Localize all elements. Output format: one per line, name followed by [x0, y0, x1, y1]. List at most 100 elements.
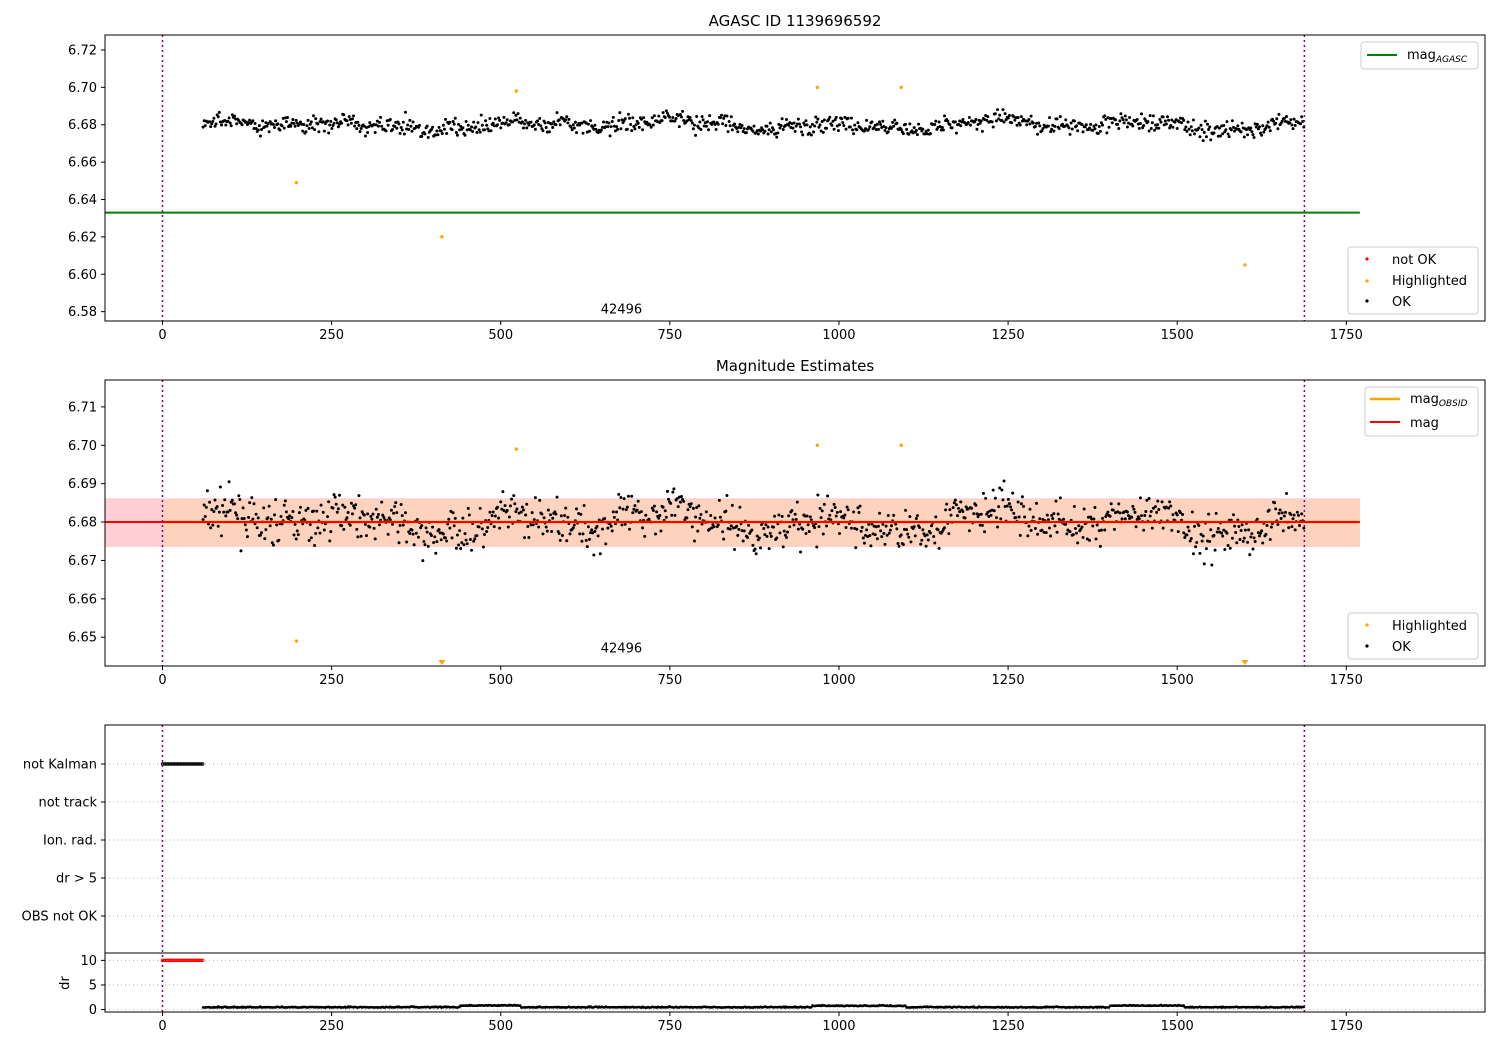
- ok-point: [1155, 510, 1159, 514]
- ok-point: [1252, 536, 1256, 540]
- top-axes-ticks: 0 250 500 750 1000 1250 1500 1750 6.58 6.60 6.62 6.…: [68, 43, 1363, 343]
- ok-point: [291, 510, 295, 514]
- ok-point: [945, 502, 949, 506]
- ok-point: [707, 128, 711, 132]
- ok-point: [444, 536, 448, 540]
- ok-point: [274, 119, 278, 123]
- ok-point: [518, 116, 522, 120]
- ok-point: [473, 537, 477, 541]
- bottom-panel: 0 5 10 0 250 500 750 1000 1250 1500 1750 not Kalma…: [22, 724, 1486, 1034]
- ok-point: [393, 505, 397, 509]
- ok-point: [299, 505, 302, 509]
- ok-point: [767, 547, 771, 551]
- ok-point: [1277, 112, 1281, 116]
- ok-point: [1081, 536, 1085, 540]
- y-tick-label: 6.66: [68, 156, 97, 171]
- ok-point: [694, 515, 698, 519]
- ok-point: [816, 493, 820, 497]
- ok-point: [317, 130, 321, 134]
- ok-point: [544, 525, 548, 529]
- ok-point: [334, 502, 338, 506]
- ok-point: [795, 500, 799, 504]
- ok-point: [844, 525, 848, 529]
- ok-point: [368, 121, 372, 125]
- ok-point: [786, 530, 790, 534]
- ok-point: [1148, 514, 1152, 518]
- ok-point: [865, 118, 869, 122]
- ok-point: [1015, 123, 1019, 127]
- ok-point: [1047, 116, 1051, 120]
- dr-tick-label: 0: [89, 1003, 97, 1018]
- ok-point: [523, 122, 527, 126]
- ok-point: [1236, 518, 1240, 522]
- ok-point: [541, 129, 545, 133]
- ok-point: [953, 120, 957, 124]
- ok-point: [1150, 526, 1154, 530]
- ok-point: [1290, 525, 1294, 529]
- ok-point: [996, 108, 1000, 112]
- ok-point: [828, 513, 832, 517]
- legend-obsid-label-sub: OBSID: [1439, 399, 1468, 409]
- ok-point: [564, 506, 568, 510]
- ok-point: [1188, 539, 1192, 543]
- ok-point: [394, 501, 398, 505]
- ok-point: [648, 123, 652, 127]
- ok-point: [292, 533, 296, 537]
- ok-point: [507, 515, 511, 519]
- ok-point: [660, 119, 664, 123]
- ok-point: [592, 127, 596, 131]
- ok-point: [378, 120, 382, 124]
- ok-point: [219, 534, 223, 538]
- ok-point: [514, 113, 518, 117]
- ok-point: [1260, 133, 1264, 137]
- ok-point: [316, 122, 320, 126]
- ok-point: [799, 125, 803, 129]
- ok-point: [728, 527, 732, 531]
- ok-point: [883, 542, 887, 546]
- ok-point: [682, 118, 686, 122]
- ok-point: [1260, 529, 1264, 533]
- ok-point: [435, 129, 439, 133]
- ok-point: [615, 125, 619, 129]
- ok-point: [1257, 125, 1261, 129]
- ok-point: [550, 122, 554, 126]
- ok-point: [1175, 127, 1179, 131]
- ok-point: [585, 545, 589, 549]
- ok-point: [1183, 535, 1187, 539]
- x-tick-label: 500: [488, 328, 513, 343]
- ok-point: [248, 501, 252, 505]
- ok-point: [670, 119, 674, 123]
- ok-point: [1201, 534, 1205, 538]
- ok-point: [967, 529, 971, 533]
- ok-point: [1276, 523, 1280, 527]
- ok-point: [463, 133, 467, 137]
- ok-point: [1212, 131, 1216, 135]
- top-legend-points-box: [1347, 246, 1479, 315]
- ok-point: [235, 122, 239, 126]
- ok-point: [636, 499, 640, 503]
- ok-point: [831, 119, 835, 123]
- ok-point: [1204, 135, 1208, 139]
- ok-point: [579, 512, 583, 516]
- ok-point: [533, 496, 537, 500]
- ok-point: [216, 524, 220, 528]
- ok-point: [555, 111, 559, 115]
- ok-point: [1023, 515, 1027, 519]
- x-tick-label: 0: [158, 328, 166, 343]
- ok-point: [980, 129, 984, 133]
- ok-point: [515, 507, 519, 511]
- ok-point: [644, 513, 648, 517]
- ok-point: [1049, 130, 1053, 134]
- ok-point: [1027, 118, 1031, 122]
- ok-point: [1225, 120, 1229, 124]
- ok-point: [1200, 128, 1204, 132]
- ok-point: [803, 514, 807, 518]
- ok-point: [1142, 528, 1146, 532]
- ok-point: [341, 503, 345, 507]
- ok-point: [335, 510, 339, 514]
- ok-point: [498, 118, 502, 122]
- ok-point: [1037, 121, 1041, 125]
- ok-point: [1094, 537, 1098, 541]
- ok-point: [690, 525, 694, 529]
- ok-point: [461, 516, 465, 520]
